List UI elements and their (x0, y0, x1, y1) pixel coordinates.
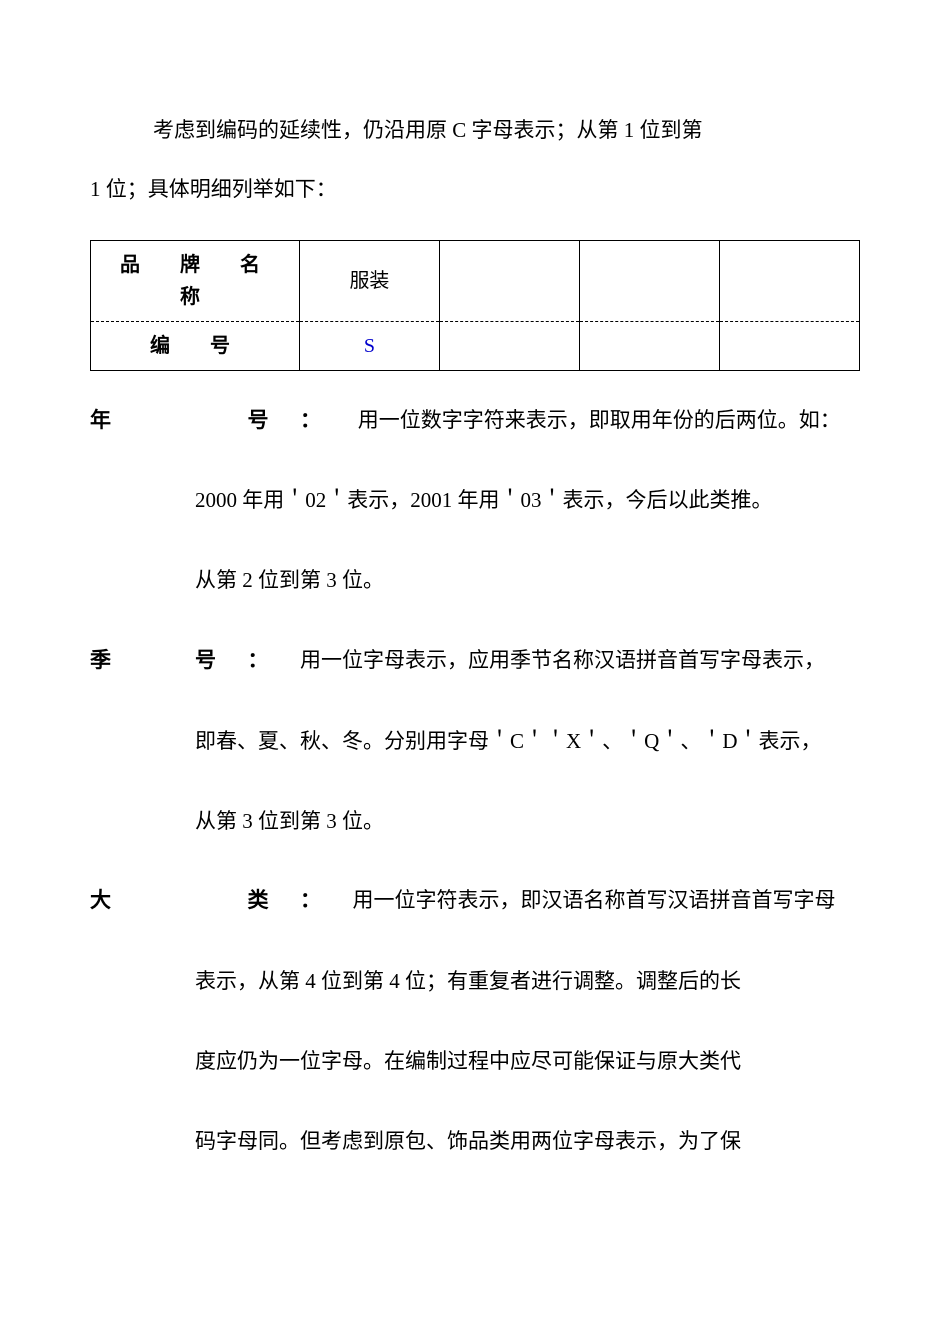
table-cell-empty4 (439, 321, 579, 370)
season-text1: 用一位字母表示，应用季节名称汉语拼音首写字母表示， (300, 648, 825, 672)
category-def: 大 类：用一位字符表示，即汉语名称首写汉语拼音首写字母 (90, 871, 860, 931)
table-cell-empty6 (719, 321, 859, 370)
brand-label-line1: 品 牌 名 (120, 254, 270, 276)
table-cell-empty2 (579, 240, 719, 321)
year-text2: 2000 年用＇02＇表示，2001 年用＇03＇表示，今后以此类推。 (90, 471, 860, 530)
category-label: 大 类： (90, 889, 353, 912)
category-text2: 表示，从第 4 位到第 4 位；有重复者进行调整。调整后的长 (90, 952, 860, 1011)
code-label: 编 号 (150, 335, 240, 357)
table-cell-s: S (299, 321, 439, 370)
season-text3: 从第 3 位到第 3 位。 (90, 792, 860, 851)
table-cell-empty5 (579, 321, 719, 370)
brand-label-line2: 称 (180, 286, 210, 308)
intro-paragraph: 考虑到编码的延续性，仍沿用原 C 字母表示；从第 1 位到第 1 位；具体明细列… (90, 101, 860, 219)
table-header-brand: 品 牌 名 称 (91, 240, 300, 321)
para1-line2: 1 位；具体明细列举如下： (90, 177, 337, 201)
table-header-code: 编 号 (91, 321, 300, 370)
season-label: 季 号： (90, 649, 300, 672)
para1-line1: 考虑到编码的延续性，仍沿用原 C 字母表示；从第 1 位到第 (153, 118, 703, 142)
category-text1: 用一位字符表示，即汉语名称首写汉语拼音首写字母 (353, 888, 836, 912)
table-cell-clothing: 服装 (299, 240, 439, 321)
year-def: 年 号： 用一位数字字符来表示，即取用年份的后两位。如： (90, 391, 860, 451)
season-def: 季 号：用一位字母表示，应用季节名称汉语拼音首写字母表示， (90, 631, 860, 691)
table-cell-empty3 (719, 240, 859, 321)
season-text2: 即春、夏、秋、冬。分别用字母＇C＇＇X＇、＇Q＇、＇D＇表示， (90, 712, 860, 771)
brand-table: 品 牌 名 称 服装 编 号 S (90, 240, 860, 371)
table-cell-empty1 (439, 240, 579, 321)
category-text3: 度应仍为一位字母。在编制过程中应尽可能保证与原大类代 (90, 1032, 860, 1091)
year-text3: 从第 2 位到第 3 位。 (90, 551, 860, 610)
year-text1: 用一位数字字符来表示，即取用年份的后两位。如： (353, 408, 841, 432)
year-label: 年 号： (90, 409, 353, 432)
category-text4: 码字母同。但考虑到原包、饰品类用两位字母表示，为了保 (90, 1112, 860, 1171)
